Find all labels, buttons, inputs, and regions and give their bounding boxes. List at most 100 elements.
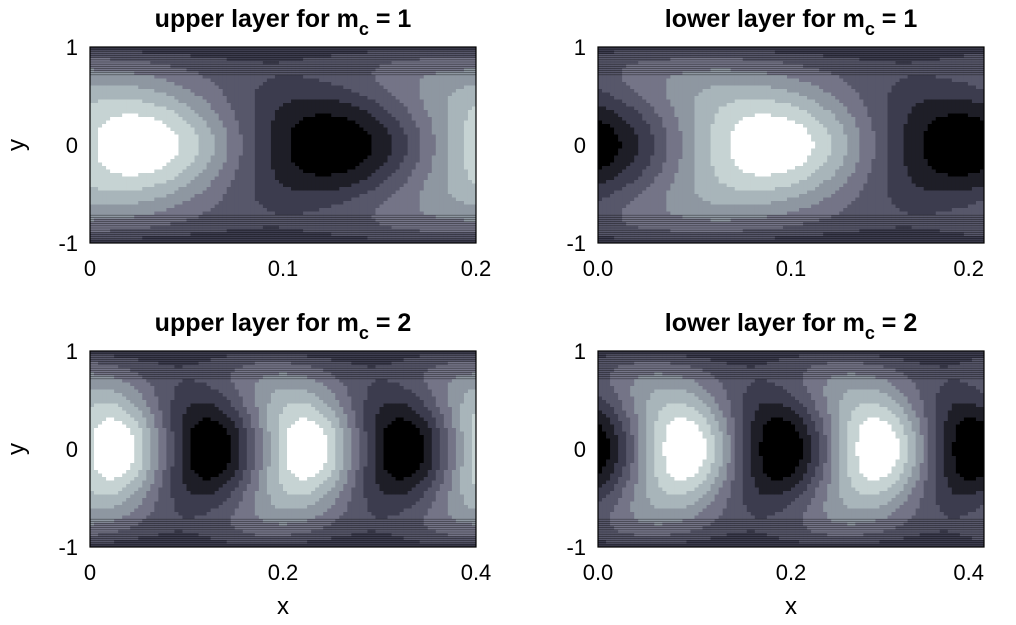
contour-cell xyxy=(291,162,296,167)
contour-cell xyxy=(459,96,465,101)
contour-cell xyxy=(411,127,417,132)
contour-cell xyxy=(459,159,465,164)
contour-cell xyxy=(198,166,204,171)
contour-cell xyxy=(238,145,244,150)
contour-cell xyxy=(471,106,476,111)
contour-cell xyxy=(266,183,272,188)
contour-cell xyxy=(411,211,417,216)
contour-cell xyxy=(114,117,119,122)
contour-cell xyxy=(295,82,300,87)
contour-cell xyxy=(371,54,377,59)
contour-cell xyxy=(186,162,192,167)
contour-cell xyxy=(270,141,276,146)
contour-cell xyxy=(319,138,324,143)
contour-cell xyxy=(138,113,143,118)
contour-cell xyxy=(250,173,256,178)
contour-cell xyxy=(154,103,159,108)
contour-cell xyxy=(170,89,176,94)
contour-cell xyxy=(295,131,300,136)
contour-cell xyxy=(323,110,328,115)
contour-cell xyxy=(315,159,320,164)
contour-cell xyxy=(403,194,409,199)
contour-cell xyxy=(218,194,224,199)
contour-cell xyxy=(371,176,377,181)
contour-cell xyxy=(218,218,224,223)
contour-cell xyxy=(266,204,272,209)
contour-cell xyxy=(379,166,385,171)
contour-cell xyxy=(230,92,236,97)
contour-cell xyxy=(367,120,373,125)
contour-cell xyxy=(427,194,433,199)
contour-cell xyxy=(295,173,300,178)
contour-cell xyxy=(471,218,476,223)
contour-cell xyxy=(266,148,272,153)
contour-cell xyxy=(122,211,127,216)
contour-cell xyxy=(443,155,449,160)
contour-cell xyxy=(451,204,457,209)
contour-cell xyxy=(391,89,397,94)
contour-cell xyxy=(90,138,95,143)
contour-cell xyxy=(283,225,288,230)
contour-cell xyxy=(427,99,433,104)
contour-cell xyxy=(250,110,256,115)
contour-cell xyxy=(214,169,220,174)
contour-cell xyxy=(166,155,172,160)
contour-cell xyxy=(246,155,252,160)
contour-cell xyxy=(114,96,119,101)
contour-cell xyxy=(391,103,397,108)
contour-cell xyxy=(90,197,95,202)
contour-cell xyxy=(311,71,316,76)
contour-cell xyxy=(331,92,336,97)
contour-cell xyxy=(287,180,292,185)
contour-cell xyxy=(234,50,240,55)
contour-cell xyxy=(218,190,224,195)
contour-cell xyxy=(307,194,312,199)
contour-cell xyxy=(339,57,344,62)
contour-cell xyxy=(291,50,296,55)
contour-cell xyxy=(150,89,155,94)
contour-cell xyxy=(254,57,260,62)
contour-cell xyxy=(130,190,135,195)
contour-cell xyxy=(142,155,147,160)
contour-cell xyxy=(138,127,143,132)
contour-cell xyxy=(463,127,469,132)
contour-cell xyxy=(335,173,340,178)
contour-cell xyxy=(186,152,192,157)
contour-cell xyxy=(114,141,119,146)
contour-cell xyxy=(399,117,405,122)
contour-cell xyxy=(323,113,328,118)
contour-cell xyxy=(307,201,312,206)
contour-cell xyxy=(258,61,264,66)
contour-cell xyxy=(367,169,373,174)
contour-cell xyxy=(106,117,111,122)
contour-cell xyxy=(278,61,284,66)
contour-cell xyxy=(90,110,95,115)
contour-cell xyxy=(226,103,232,108)
contour-cell xyxy=(359,145,365,150)
contour-cell xyxy=(158,103,163,108)
contour-cell xyxy=(371,127,377,132)
contour-cell xyxy=(355,54,360,59)
contour-cell xyxy=(351,180,356,185)
contour-cell xyxy=(471,169,476,174)
contour-cell xyxy=(130,78,135,83)
contour-cell xyxy=(130,180,135,185)
contour-cell xyxy=(431,103,437,108)
contour-cell xyxy=(218,75,224,80)
contour-cell xyxy=(411,197,417,202)
contour-cell xyxy=(451,71,457,76)
contour-cell xyxy=(347,204,352,209)
contour-cell xyxy=(323,159,328,164)
contour-cell xyxy=(110,166,115,171)
contour-cell xyxy=(198,194,204,199)
contour-cell xyxy=(274,197,280,202)
contour-cell xyxy=(379,134,385,139)
contour-cell xyxy=(202,57,208,62)
contour-cell xyxy=(202,176,208,181)
contour-cell xyxy=(250,96,256,101)
contour-cell xyxy=(295,204,300,209)
contour-cell xyxy=(254,96,260,101)
contour-cell xyxy=(126,85,131,90)
contour-cell xyxy=(150,173,155,178)
contour-cell xyxy=(467,110,473,115)
